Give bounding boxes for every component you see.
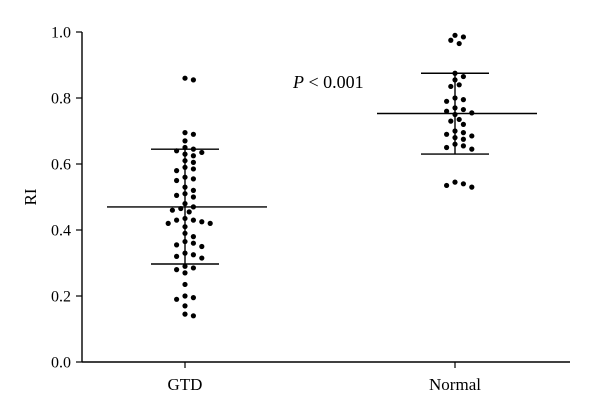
data-point: [460, 97, 466, 103]
data-point: [182, 293, 188, 299]
data-point: [190, 240, 196, 246]
p-value-annotation: P < 0.001: [292, 72, 364, 92]
y-tick-label: 0.2: [51, 289, 71, 306]
data-point: [444, 108, 450, 114]
data-point: [182, 130, 188, 136]
data-point: [460, 106, 466, 113]
data-point: [182, 281, 188, 288]
data-point: [169, 207, 175, 213]
x-ticks: GTD Normal: [168, 362, 481, 394]
group-normal: [377, 32, 537, 190]
p-symbol: P: [292, 72, 304, 92]
y-ticks: 0.0 0.2 0.4 0.6 0.8 1.0: [51, 25, 82, 372]
data-point: [199, 243, 205, 250]
data-point: [182, 303, 188, 309]
data-point: [190, 295, 196, 301]
data-point: [190, 265, 196, 271]
data-point: [460, 181, 466, 187]
data-groups: [107, 32, 537, 319]
data-point: [199, 255, 205, 261]
y-tick-label: 0.4: [51, 223, 71, 240]
y-tick-label: 0.8: [51, 91, 71, 108]
y-axis-label: RI: [21, 188, 40, 205]
data-point: [199, 219, 205, 225]
data-point: [174, 217, 180, 223]
data-point: [190, 217, 196, 223]
data-point: [182, 75, 188, 81]
data-point: [469, 133, 475, 139]
data-point: [448, 83, 454, 90]
data-point: [207, 220, 213, 226]
data-point: [190, 313, 196, 319]
data-point: [190, 77, 196, 83]
data-point: [190, 252, 196, 258]
axes: [81, 32, 570, 363]
data-point: [174, 242, 180, 248]
data-point: [174, 296, 180, 302]
x-category-label: Normal: [429, 375, 481, 394]
data-point: [469, 184, 475, 190]
data-point: [190, 131, 196, 137]
data-point: [460, 34, 466, 40]
data-point: [190, 159, 196, 165]
data-point: [190, 153, 196, 159]
data-point: [452, 179, 458, 185]
x-category-label: GTD: [168, 375, 203, 394]
data-point: [460, 73, 466, 80]
data-point: [456, 40, 462, 47]
data-point: [174, 192, 180, 198]
data-point: [456, 116, 462, 123]
data-point: [174, 168, 180, 174]
data-point: [186, 209, 192, 215]
data-point: [444, 131, 450, 137]
y-tick-label: 0.6: [51, 157, 71, 174]
data-point: [448, 118, 454, 124]
data-point: [174, 177, 180, 184]
data-point: [460, 121, 466, 127]
y-tick-label: 0.0: [51, 355, 71, 372]
data-point: [190, 166, 196, 172]
data-point: [190, 234, 196, 240]
p-text: < 0.001: [304, 72, 364, 92]
data-point: [460, 130, 466, 136]
data-point: [444, 98, 450, 104]
data-point: [182, 270, 188, 276]
data-point: [460, 143, 466, 149]
data-point: [190, 194, 196, 200]
y-tick-label: 1.0: [51, 25, 71, 42]
data-point: [199, 149, 205, 156]
data-point: [190, 176, 196, 182]
data-point: [460, 136, 466, 142]
data-point: [448, 37, 454, 43]
data-point: [452, 32, 458, 38]
data-point: [182, 263, 188, 269]
data-point: [174, 267, 180, 273]
group-gtd: [107, 75, 267, 319]
data-point: [190, 187, 196, 193]
data-point: [165, 220, 171, 226]
data-point: [444, 144, 450, 151]
data-point: [174, 253, 180, 259]
data-point: [469, 146, 475, 152]
data-point: [182, 311, 188, 317]
data-point: [456, 82, 462, 88]
data-point: [444, 182, 450, 189]
data-point: [182, 138, 188, 144]
